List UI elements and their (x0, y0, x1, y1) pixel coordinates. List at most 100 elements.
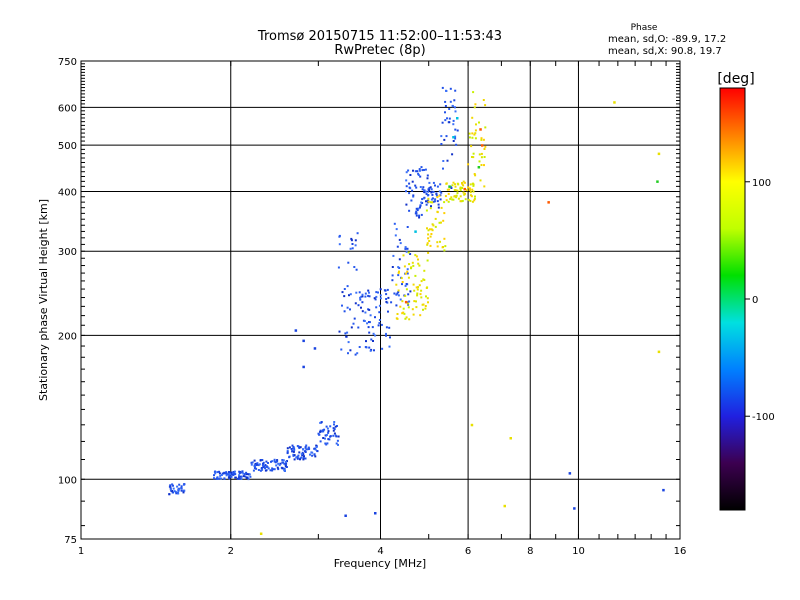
data-point (418, 284, 421, 287)
data-point (180, 489, 183, 492)
data-point (404, 294, 407, 297)
y-tick-label: 100 (58, 475, 77, 486)
data-point (372, 340, 374, 342)
data-point (375, 306, 378, 309)
data-point (323, 428, 326, 431)
data-point (656, 180, 659, 183)
data-point (406, 302, 409, 305)
data-point (219, 474, 222, 477)
data-point (405, 171, 408, 174)
data-point (301, 451, 304, 454)
data-point (367, 289, 370, 292)
data-point (426, 174, 429, 177)
data-point (462, 184, 465, 187)
data-point (293, 454, 296, 457)
data-point (432, 224, 435, 227)
data-point (398, 270, 400, 273)
data-point (281, 459, 284, 461)
data-point (282, 459, 285, 462)
data-point (418, 264, 421, 267)
data-point (336, 425, 338, 427)
data-point (471, 156, 473, 158)
data-point (429, 235, 432, 238)
data-point (445, 182, 448, 185)
data-point (414, 184, 417, 187)
colorbar-tick-label: 100 (752, 178, 771, 189)
data-point (218, 470, 221, 473)
data-point (386, 288, 389, 291)
data-point (286, 447, 289, 450)
data-point (276, 466, 279, 469)
y-tick-label: 75 (64, 535, 77, 546)
data-point (426, 227, 428, 230)
data-point (427, 188, 430, 191)
data-point (426, 259, 429, 262)
data-point (292, 454, 295, 457)
data-point (452, 119, 455, 122)
data-point (392, 254, 395, 257)
data-point (405, 185, 408, 188)
data-point (457, 197, 460, 200)
data-point (414, 230, 417, 233)
data-point (261, 464, 264, 467)
data-point (451, 104, 454, 107)
x-tick-label: 10 (572, 546, 585, 557)
data-point (349, 247, 352, 250)
data-point (374, 316, 376, 319)
data-point (427, 190, 430, 193)
data-point (422, 308, 424, 311)
data-point (333, 423, 335, 426)
y-tick-label: 300 (58, 247, 77, 258)
data-point (429, 186, 432, 189)
data-point (374, 298, 377, 301)
data-point (429, 201, 432, 204)
data-point (455, 195, 457, 198)
data-point (443, 138, 446, 141)
data-point (421, 303, 424, 306)
data-point (314, 448, 317, 451)
data-point (252, 469, 255, 472)
y-tick-label: 400 (58, 187, 77, 198)
data-point (345, 335, 348, 338)
data-point (421, 169, 424, 172)
data-point (424, 168, 427, 171)
data-point (419, 175, 422, 178)
data-point (417, 172, 420, 175)
data-point (482, 138, 485, 141)
data-point (455, 143, 458, 146)
data-point (391, 274, 394, 277)
data-point (388, 326, 391, 329)
data-point (417, 174, 420, 176)
data-point (427, 200, 430, 203)
data-point (469, 183, 472, 186)
data-point (422, 186, 425, 189)
data-point (430, 228, 433, 231)
data-point (257, 464, 260, 467)
data-point (302, 365, 305, 369)
data-point (420, 289, 423, 292)
data-point (406, 268, 409, 271)
data-point (568, 472, 572, 475)
data-point (262, 466, 265, 469)
data-point (242, 475, 245, 478)
data-point (419, 204, 422, 207)
data-point (459, 189, 462, 192)
data-point (480, 156, 483, 159)
data-point (220, 474, 223, 476)
data-point (233, 470, 236, 473)
data-point (434, 217, 437, 220)
data-point (444, 245, 447, 248)
data-point (473, 106, 476, 109)
phase-box-title: Phase (631, 23, 658, 33)
data-points (168, 86, 665, 535)
data-point (447, 192, 450, 195)
data-point (215, 477, 218, 480)
data-point (248, 473, 251, 476)
x-tick-label: 1 (78, 546, 84, 557)
data-point (415, 186, 418, 189)
data-point (347, 261, 350, 264)
data-point (310, 451, 313, 454)
data-point (444, 111, 446, 114)
data-point (396, 245, 399, 248)
data-point (283, 469, 286, 472)
